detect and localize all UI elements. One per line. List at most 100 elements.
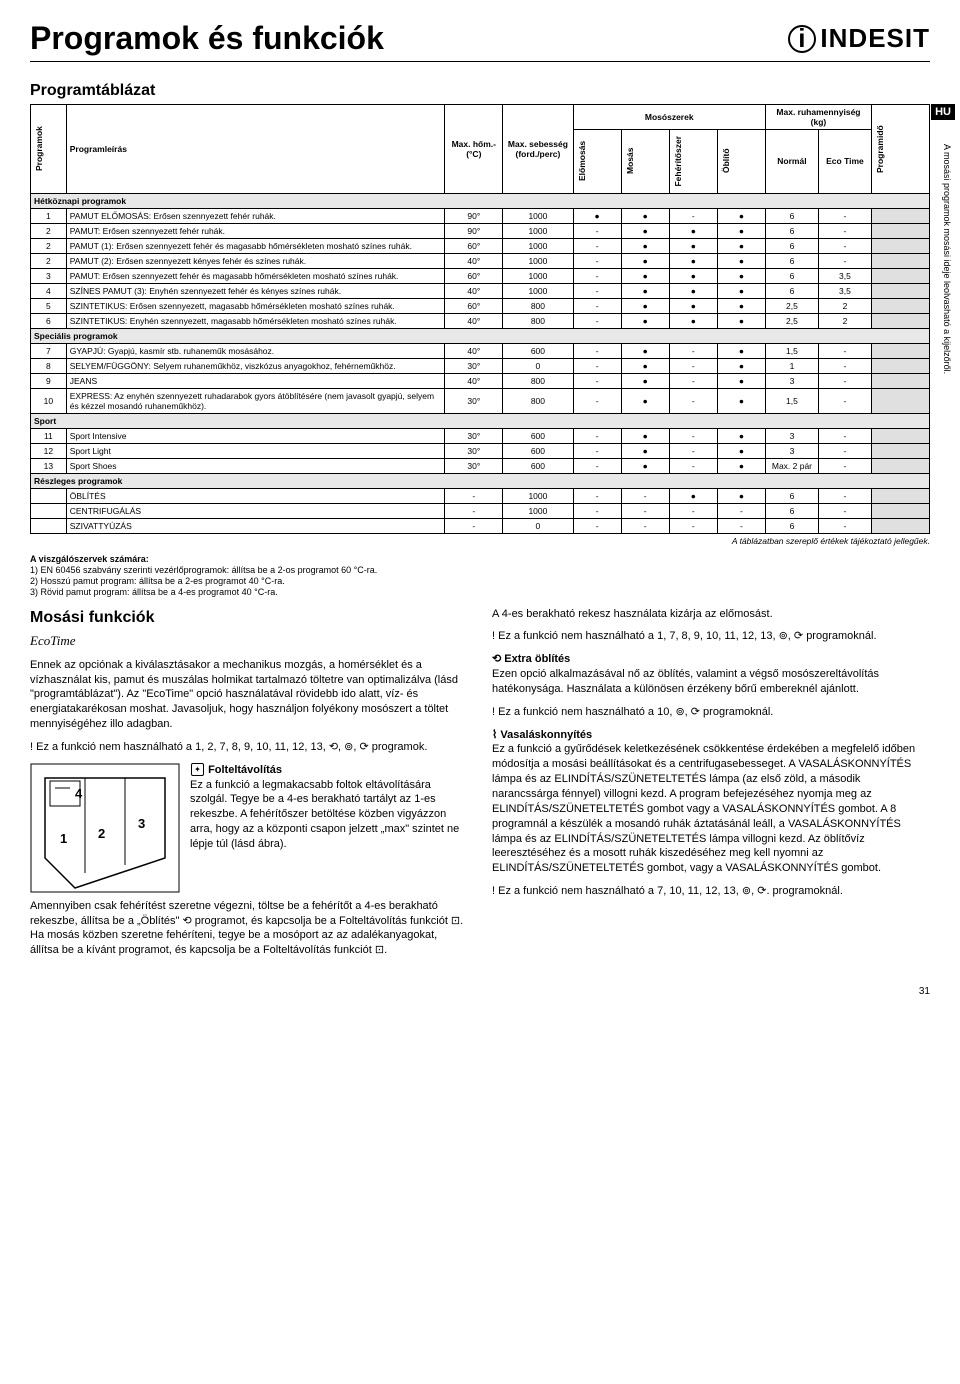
compartment4-note: A 4-es berakható rekesz használata kizár… [492,607,930,622]
extra-rinse-section: ⟲ Extra öblítés Ezen opció alkalmazásáva… [492,652,930,697]
svg-text:1: 1 [60,831,67,846]
eco-time-warning: ! Ez a funkció nem használható a 1, 2, 7… [30,740,468,755]
table-cell: SELYEM/FÜGGÖNY: Selyem ruhaneműkhöz, vis… [66,358,445,373]
table-cell: ● [621,223,669,238]
table-cell: ● [621,358,669,373]
table-cell: 10 [31,388,67,413]
table-cell: 60° [445,268,503,283]
table-cell: 2,5 [765,313,818,328]
table-cell: - [818,518,871,533]
table-group-row: Speciális programok [31,328,930,343]
table-cell: ● [717,298,765,313]
table-row: 13Sport Shoes30°600-●-●Max. 2 pár- [31,458,930,473]
table-cell: - [818,428,871,443]
table-cell: ● [621,268,669,283]
table-cell: - [669,518,717,533]
table-cell: 90° [445,208,503,223]
table-cell: Sport Shoes [66,458,445,473]
table-cell: 6 [765,208,818,223]
table-cell [871,268,929,283]
table-cell: 6 [31,313,67,328]
table-cell: 2 [31,238,67,253]
col-load-group: Max. ruhamennyiség (kg) [765,105,871,130]
table-cell: ● [717,373,765,388]
table-cell: ● [669,488,717,503]
table-cell [871,343,929,358]
table-cell: EXPRESS: Az enyhén szennyezett ruhadarab… [66,388,445,413]
stain-removal-section: 4 1 2 3 ✦ Folteltávolítás Ez a funkció a… [30,763,468,852]
table-cell: ● [717,388,765,413]
table-cell: 600 [503,428,573,443]
svg-text:3: 3 [138,816,145,831]
table-cell: SZINTETIKUS: Erősen szennyezett, magasab… [66,298,445,313]
table-cell: ● [573,208,621,223]
table-body: Hétköznapi programok1PAMUT ELŐMOSÁS: Erő… [31,193,930,533]
table-cell: - [573,313,621,328]
table-cell: 1000 [503,223,573,238]
table-header: Programok Programleírás Max. hőm.- (°C) … [31,105,930,194]
table-cell: 3 [31,268,67,283]
table-cell: - [573,503,621,518]
table-cell: ● [717,313,765,328]
table-cell: SZIVATTYÚZÁS [66,518,445,533]
table-row: 6SZINTETIKUS: Enyhén szennyezett, magasa… [31,313,930,328]
table-row: 11Sport Intensive30°600-●-●3- [31,428,930,443]
footnote-title: A viszgálószervek számára: [30,554,930,564]
body-columns: Mosási funkciók EcoTime Ennek az opcióna… [30,607,930,967]
table-cell: ● [717,488,765,503]
table-cell: 4 [31,283,67,298]
col-detergents-group: Mosószerek [573,105,765,130]
table-cell: 1000 [503,238,573,253]
table-cell: - [717,518,765,533]
table-cell: ● [717,283,765,298]
table-cell: ● [621,208,669,223]
table-cell: 1 [765,358,818,373]
table-cell: 600 [503,458,573,473]
col-prewash: Előmosás [577,132,587,190]
table-cell: ● [717,343,765,358]
table-cell [871,443,929,458]
table-cell: ● [669,238,717,253]
table-cell: 1000 [503,208,573,223]
table-cell: 60° [445,298,503,313]
table-cell: - [669,503,717,518]
table-cell: - [573,223,621,238]
table-cell: - [669,343,717,358]
table-cell: 40° [445,373,503,388]
table-cell: - [573,343,621,358]
table-cell [871,488,929,503]
eco-time-label: EcoTime [30,632,468,650]
table-cell: 7 [31,343,67,358]
table-cell: - [818,358,871,373]
table-cell: - [573,443,621,458]
table-cell: 800 [503,373,573,388]
col-eco: Eco Time [818,130,871,194]
table-cell: 8 [31,358,67,373]
table-cell: - [621,488,669,503]
table-cell: - [573,238,621,253]
table-cell: ● [669,283,717,298]
table-cell [31,488,67,503]
table-cell: 60° [445,238,503,253]
table-row: 12Sport Light30°600-●-●3- [31,443,930,458]
table-cell: 800 [503,298,573,313]
table-group-row: Sport [31,413,930,428]
table-cell: 40° [445,343,503,358]
table-cell: - [818,223,871,238]
table-cell: - [573,458,621,473]
stain-removal-heading: Folteltávolítás [208,764,282,776]
table-cell: 90° [445,223,503,238]
table-cell: PAMUT (2): Erősen szennyezett kényes feh… [66,253,445,268]
table-cell: 6 [765,488,818,503]
table-cell: 800 [503,388,573,413]
table-group-row: Részleges programok [31,473,930,488]
table-cell: - [621,518,669,533]
table-cell: - [573,373,621,388]
table-cell [871,458,929,473]
language-badge: HU [931,104,955,120]
table-cell: GYAPJÚ: Gyapjú, kasmír stb. ruhaneműk mo… [66,343,445,358]
table-cell: 6 [765,518,818,533]
table-cell: 2 [31,223,67,238]
table-cell: ● [621,428,669,443]
table-cell: - [669,388,717,413]
